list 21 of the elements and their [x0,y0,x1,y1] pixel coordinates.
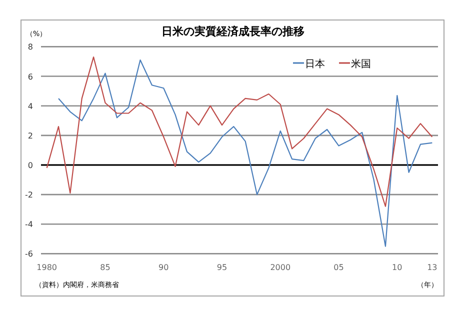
y-tick-label: 8 [28,42,33,52]
x-tick-label: 95 [216,263,228,272]
x-tick-label: 05 [334,263,344,272]
y-tick-label: 6 [28,72,33,82]
y-tick-label: 2 [28,131,33,140]
legend-label: 日本 [305,58,325,70]
y-tick-label: 4 [28,102,33,111]
y-tick-label: -6 [25,250,33,259]
y-tick-label: 0 [28,160,33,170]
chart-title: 日米の実質経済成長率の推移 [162,25,304,38]
x-tick-label: 90 [158,263,169,272]
x-tick-label: 10 [392,263,402,272]
line-series [58,59,433,247]
line-series [46,56,433,207]
y-tick-label: -2 [25,190,33,200]
x-tick-label: 13 [427,263,438,272]
x-tick-label: 1980 [36,263,58,272]
x-tick-label: 85 [100,263,110,272]
x-tick-label: 2000 [270,263,291,272]
legend-label: 米国 [351,58,371,70]
y-tick-label: -4 [25,220,33,230]
